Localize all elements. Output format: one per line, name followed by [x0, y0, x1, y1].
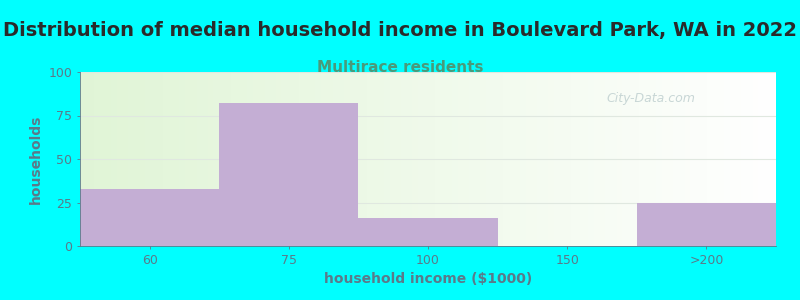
Text: City-Data.com: City-Data.com [606, 92, 695, 105]
Bar [80, 189, 219, 246]
Text: Multirace residents: Multirace residents [317, 60, 483, 75]
Text: Distribution of median household income in Boulevard Park, WA in 2022: Distribution of median household income … [3, 21, 797, 40]
X-axis label: household income ($1000): household income ($1000) [324, 272, 532, 286]
Bar [637, 202, 776, 246]
Bar [219, 103, 358, 246]
Bar [358, 218, 498, 246]
Y-axis label: households: households [29, 114, 43, 204]
